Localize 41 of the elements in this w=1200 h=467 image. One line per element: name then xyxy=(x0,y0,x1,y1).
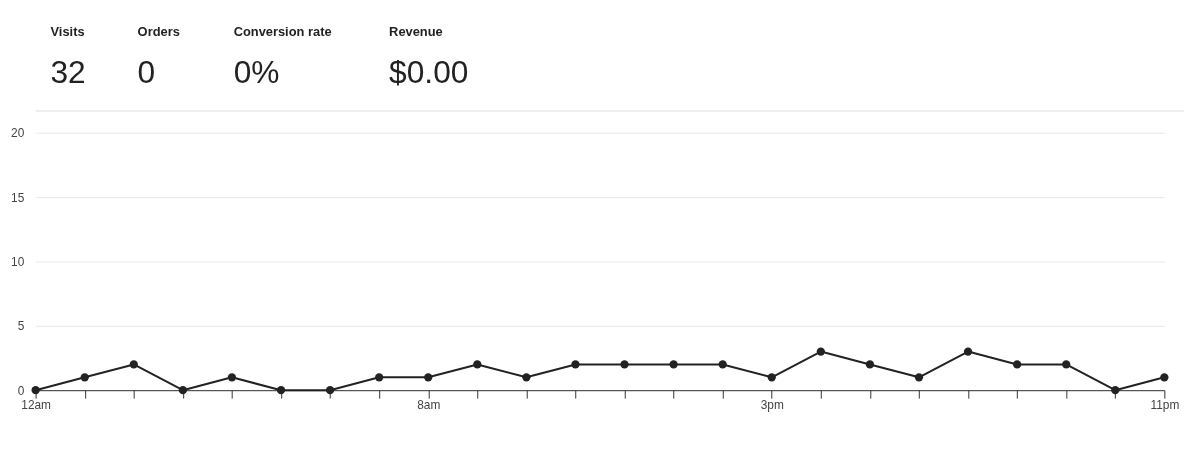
x-tick-label: 8am xyxy=(417,398,441,413)
text: Conversion rate xyxy=(233,23,332,39)
point xyxy=(669,360,678,369)
point xyxy=(914,373,924,382)
point xyxy=(865,360,875,369)
x-tick-label: 11pm xyxy=(1150,398,1180,413)
point xyxy=(473,360,482,369)
point xyxy=(129,360,138,369)
y-tick-label: 10 xyxy=(11,254,25,269)
point xyxy=(1062,360,1071,369)
point xyxy=(767,373,776,382)
text: 0% xyxy=(233,54,280,91)
y-tick-label: 0 xyxy=(17,383,25,398)
text: Visits xyxy=(50,23,85,39)
text: Orders xyxy=(137,23,180,39)
y-tick-label: 20 xyxy=(11,126,25,141)
point xyxy=(1111,386,1120,395)
point xyxy=(276,386,286,395)
text: $0.00 xyxy=(389,54,469,91)
point xyxy=(963,347,973,356)
point xyxy=(1160,373,1169,382)
point xyxy=(620,360,629,369)
text: 0 xyxy=(137,54,156,91)
text: 32 xyxy=(50,54,86,91)
point xyxy=(31,386,40,395)
point xyxy=(375,373,384,382)
point xyxy=(816,347,825,356)
y-tick-label: 15 xyxy=(11,190,25,205)
point xyxy=(227,373,237,382)
point xyxy=(178,386,188,395)
text: Revenue xyxy=(389,23,443,39)
point xyxy=(571,360,580,369)
point xyxy=(424,373,433,382)
point xyxy=(80,373,89,382)
point xyxy=(718,360,727,369)
y-tick-label: 5 xyxy=(17,319,25,334)
point xyxy=(522,373,531,382)
point xyxy=(1012,360,1022,369)
x-tick-label: 3pm xyxy=(760,398,784,413)
x-tick-label: 12am xyxy=(21,398,52,413)
point xyxy=(325,386,335,395)
